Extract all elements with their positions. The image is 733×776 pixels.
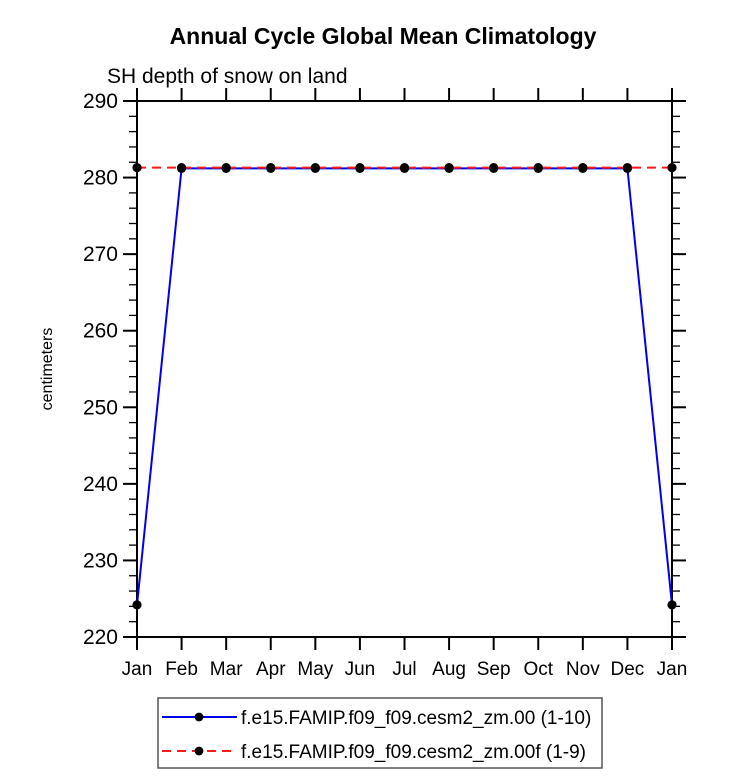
legend-label-series-0: f.e15.FAMIP.f09_f09.cesm2_zm.00 (1-10) (241, 708, 591, 729)
data-point-marker (266, 163, 276, 173)
legend-label-series-1: f.e15.FAMIP.f09_f09.cesm2_zm.00f (1-9) (241, 742, 586, 763)
legend-marker-dot (194, 712, 204, 722)
x-tick-label: Nov (566, 659, 600, 680)
chart-title: Annual Cycle Global Mean Climatology (170, 23, 597, 49)
data-point-marker (310, 163, 320, 173)
x-tick-label: Mar (210, 659, 243, 680)
legend-marker-dot (194, 746, 204, 756)
data-point-marker (667, 600, 677, 610)
y-tick-label: 220 (83, 626, 118, 649)
x-tick-label: Aug (432, 659, 466, 680)
y-axis-title: centimeters (39, 328, 56, 411)
data-point-marker (221, 163, 231, 173)
legend-box (157, 697, 603, 769)
x-tick-label: May (297, 659, 333, 680)
x-tick-label: Jan (122, 659, 153, 680)
data-point-marker (132, 600, 142, 610)
data-point-marker (132, 163, 142, 173)
series-line-0 (136, 167, 673, 605)
y-tick-label: 290 (83, 90, 118, 113)
data-point-marker (667, 163, 677, 173)
data-point-marker (444, 163, 454, 173)
y-tick-label: 260 (83, 320, 118, 343)
data-point-marker (622, 163, 633, 173)
x-tick-label: Jul (392, 659, 416, 680)
legend: f.e15.FAMIP.f09_f09.cesm2_zm.00 (1-10) f… (157, 697, 603, 769)
data-point-marker (578, 163, 588, 173)
x-tick-label: Jun (345, 659, 376, 680)
y-tick-label: 230 (83, 549, 118, 572)
y-tick-label: 250 (83, 396, 118, 419)
x-tick-label: Dec (611, 659, 645, 680)
data-point-marker (355, 163, 365, 173)
data-point-marker (399, 163, 410, 173)
x-tick-label: Sep (477, 659, 511, 680)
data-point-marker (533, 163, 543, 173)
y-tick-label: 280 (83, 167, 118, 190)
chart-subtitle: SH depth of snow on land (107, 65, 348, 88)
plot-area: 220 230 240 250 260 270 280 290 Jan Feb Mar Apr May J… (83, 88, 687, 680)
data-point-marker (489, 163, 499, 173)
data-point-marker (176, 163, 187, 173)
y-tick-label: 270 (83, 243, 118, 266)
y-tick-label: 240 (83, 473, 118, 496)
x-tick-label: Feb (165, 659, 198, 680)
x-tick-label: Jan (657, 659, 688, 680)
x-tick-label: Oct (523, 659, 553, 680)
x-tick-label: Apr (256, 659, 286, 680)
